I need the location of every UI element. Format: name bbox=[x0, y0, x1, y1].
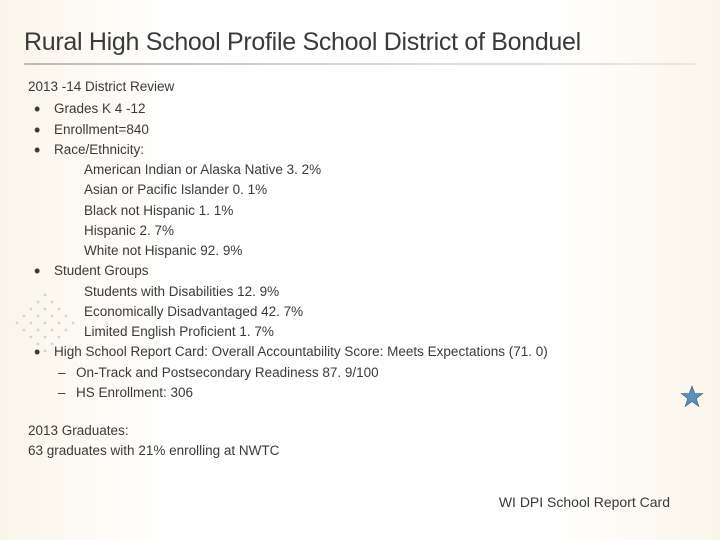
list-item: Student Groups Students with Disabilitie… bbox=[28, 261, 692, 342]
sub-item: American Indian or Alaska Native 3. 2% bbox=[84, 160, 692, 180]
sub-item: Economically Disadvantaged 42. 7% bbox=[84, 302, 692, 322]
sub-item: Asian or Pacific Islander 0. 1% bbox=[84, 180, 692, 200]
review-bullet-list: Grades K 4 -12 Enrollment=840 Race/Ethni… bbox=[28, 99, 692, 403]
list-item: Grades K 4 -12 bbox=[28, 99, 692, 119]
dash-item: HS Enrollment: 306 bbox=[54, 383, 692, 403]
bullet-text: Grades K 4 -12 bbox=[54, 101, 146, 116]
list-item: Enrollment=840 bbox=[28, 120, 692, 140]
list-item: Race/Ethnicity: American Indian or Alask… bbox=[28, 140, 692, 262]
dots-pattern-icon bbox=[10, 290, 80, 360]
bullet-text: Student Groups bbox=[54, 263, 149, 278]
report-card-link[interactable]: WI DPI School Report Card bbox=[499, 494, 670, 510]
sub-list: Students with Disabilities 12. 9% Econom… bbox=[54, 282, 692, 343]
dash-list: On-Track and Postsecondary Readiness 87.… bbox=[54, 363, 692, 404]
bullet-text: Race/Ethnicity: bbox=[54, 142, 144, 157]
page-title: Rural High School Profile School Distric… bbox=[0, 0, 720, 63]
title-underline bbox=[24, 63, 696, 65]
graduates-line1: 2013 Graduates: bbox=[28, 421, 692, 441]
graduates-line2: 63 graduates with 21% enrolling at NWTC bbox=[28, 441, 692, 461]
content-area: 2013 -14 District Review Grades K 4 -12 … bbox=[0, 77, 720, 462]
bullet-text: Enrollment=840 bbox=[54, 122, 149, 137]
sub-item: Black not Hispanic 1. 1% bbox=[84, 201, 692, 221]
review-heading: 2013 -14 District Review bbox=[28, 77, 692, 97]
bullet-text: High School Report Card: Overall Account… bbox=[54, 344, 548, 359]
sub-item: White not Hispanic 92. 9% bbox=[84, 241, 692, 261]
dash-item: On-Track and Postsecondary Readiness 87.… bbox=[54, 363, 692, 383]
sub-list: American Indian or Alaska Native 3. 2% A… bbox=[54, 160, 692, 261]
graduates-block: 2013 Graduates: 63 graduates with 21% en… bbox=[28, 421, 692, 462]
sub-item: Hispanic 2. 7% bbox=[84, 221, 692, 241]
star-icon bbox=[680, 385, 704, 409]
sub-item: Students with Disabilities 12. 9% bbox=[84, 282, 692, 302]
sub-item: Limited English Proficient 1. 7% bbox=[84, 322, 692, 342]
list-item: High School Report Card: Overall Account… bbox=[28, 342, 692, 403]
